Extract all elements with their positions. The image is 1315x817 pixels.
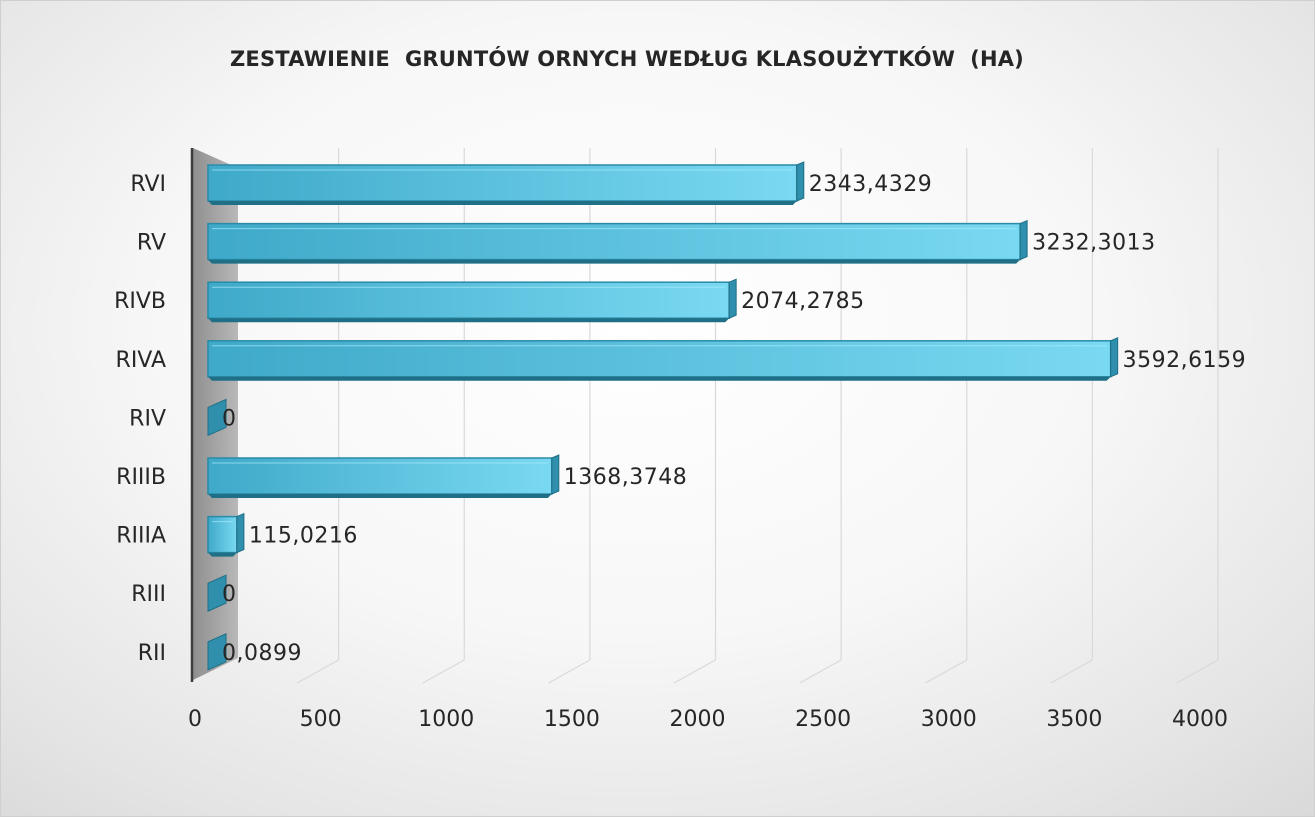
bar-bottom <box>208 376 1111 381</box>
bar <box>207 454 560 498</box>
bar-end <box>551 454 560 495</box>
category-label: RII <box>138 641 166 666</box>
bar-end <box>1110 337 1119 378</box>
data-label: 0,0899 <box>222 641 302 666</box>
bar <box>207 633 227 671</box>
bar-end <box>1019 219 1028 261</box>
data-label: 2343,4329 <box>809 172 932 197</box>
category-label: RVI <box>130 172 166 197</box>
bar <box>207 161 805 205</box>
gridline-floor <box>673 659 716 684</box>
data-label: 3592,6159 <box>1123 348 1246 373</box>
data-label: 0 <box>222 406 237 431</box>
data-label: 0 <box>222 582 237 607</box>
bar-bottom <box>208 552 237 557</box>
bar-end <box>728 278 737 319</box>
x-tick-label: 2500 <box>795 707 851 732</box>
bar-bottom <box>208 259 1021 264</box>
bar-bottom <box>208 494 552 498</box>
bar-front <box>207 222 1021 261</box>
x-tick-label: 500 <box>300 707 342 732</box>
category-label: RIIIB <box>116 465 166 490</box>
gridline-floor <box>422 659 465 684</box>
bar <box>207 219 1028 264</box>
bar-front <box>207 281 730 319</box>
gridline-floor <box>1050 659 1093 684</box>
bar-front <box>207 457 553 495</box>
data-label: 115,0216 <box>249 524 358 549</box>
data-label: 1368,3748 <box>564 465 687 490</box>
bar-end-cap <box>207 633 227 671</box>
category-label: RIV <box>129 406 166 431</box>
x-tick-label: 4000 <box>1172 707 1228 732</box>
gridline-floor <box>1176 659 1219 684</box>
x-tick-label: 3000 <box>921 707 977 732</box>
x-tick-label: 1500 <box>544 707 600 732</box>
bar-end-cap <box>207 574 227 612</box>
x-tick-label: 3500 <box>1046 707 1102 732</box>
bar <box>207 512 245 557</box>
bar-bottom <box>208 201 797 205</box>
bar <box>207 337 1119 381</box>
gridline-floor <box>548 659 591 684</box>
x-tick-label: 0 <box>188 707 202 732</box>
bar-bottom <box>208 318 730 323</box>
gridline-floor <box>296 659 339 684</box>
bar <box>207 398 227 437</box>
bar <box>207 278 737 323</box>
category-label: RV <box>137 231 166 256</box>
category-label: RIVA <box>116 348 166 373</box>
bar-front <box>207 340 1112 378</box>
data-label: 2074,2785 <box>741 289 864 314</box>
bar-end <box>796 161 805 202</box>
data-label: 3232,3013 <box>1032 231 1155 256</box>
gridline-floor <box>799 659 842 684</box>
x-tick-label: 2000 <box>670 707 726 732</box>
category-label: RIIIA <box>116 524 166 549</box>
bar <box>207 574 227 612</box>
bar-front <box>207 515 238 554</box>
gridline-floor <box>925 659 968 684</box>
category-label: RIII <box>131 582 166 607</box>
chart-title: ZESTAWIENIE GRUNTÓW ORNYCH WEDŁUG KLASOU… <box>230 47 1024 71</box>
bar-end <box>236 512 245 554</box>
x-tick-label: 1000 <box>418 707 474 732</box>
bar-end-cap <box>207 398 227 437</box>
category-label: RIVB <box>114 289 166 314</box>
